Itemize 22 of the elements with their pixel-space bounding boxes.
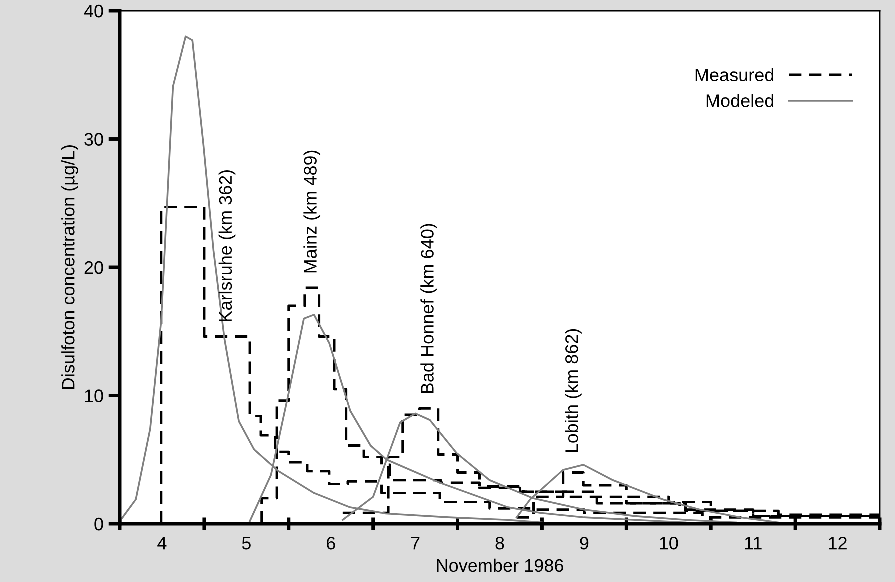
annotation: Bad Honnef (km 640) — [420, 224, 438, 394]
y-tick-label: 30 — [84, 133, 104, 146]
y-axis-title: Disulfoton concentration (µg/L) — [62, 145, 78, 390]
x-tick-label: 8 — [496, 536, 504, 550]
x-tick-label: 7 — [411, 537, 420, 550]
legend-label: Measured — [696, 68, 774, 82]
x-tick-label: 12 — [829, 536, 847, 550]
y-tick-label: 0 — [94, 518, 104, 531]
annotation: Lobith (km 862) — [565, 329, 582, 452]
x-tick-label: 4 — [158, 537, 167, 550]
legend-label: Modeled — [706, 94, 774, 108]
x-axis-title: November 1986 — [437, 558, 564, 572]
annotation: Mainz (km 489) — [304, 150, 321, 273]
x-tick-label: 10 — [660, 536, 678, 550]
x-tick-label: 9 — [580, 536, 589, 550]
y-tick-label: 40 — [84, 4, 104, 18]
annotation: Karlsruhe (km 362) — [218, 170, 236, 322]
y-tick-label: 20 — [84, 261, 104, 274]
x-tick-label: 11 — [745, 537, 762, 550]
x-tick-label: 6 — [327, 536, 336, 550]
y-tick-label: 10 — [85, 390, 104, 402]
x-tick-label: 5 — [242, 537, 251, 550]
